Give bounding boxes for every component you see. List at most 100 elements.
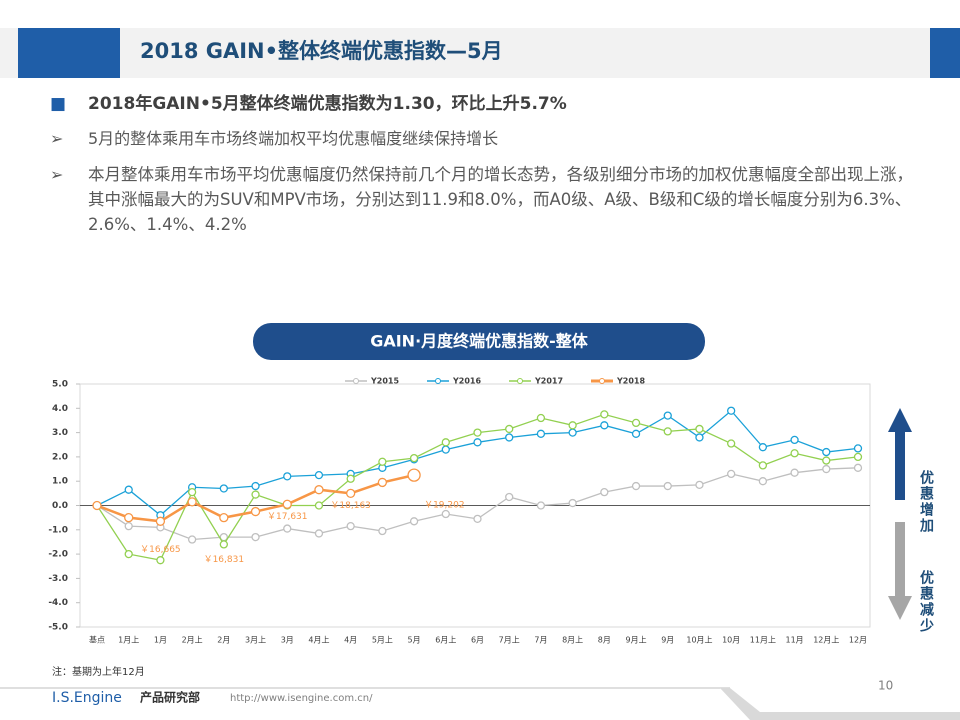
data-point [536, 429, 546, 438]
data-point [282, 499, 292, 509]
footer-dept: 产品研究部 [140, 690, 200, 705]
data-point [219, 484, 228, 493]
data-point [314, 501, 324, 510]
bullet-text: 2018年GAIN•5月整体终端优惠指数为1.30，环比上升5.7% [88, 94, 567, 114]
x-tick-label: 8月 [598, 636, 611, 645]
data-point [378, 526, 387, 536]
data-point [536, 501, 546, 510]
data-point [124, 485, 133, 494]
chart-title: GAIN·月度终端优惠指数-整体 [370, 332, 589, 351]
annotation: 优惠减少 [918, 569, 935, 634]
legend-label: Y2016 [452, 377, 481, 386]
data-point [790, 435, 799, 445]
x-tick-label: 6月 [471, 636, 484, 645]
y-tick-label: -2.0 [48, 550, 68, 560]
data-point [727, 406, 736, 415]
x-tick-label: 9月 [661, 636, 674, 645]
y-tick-label: 1.0 [52, 477, 68, 487]
x-tick-label: 11月上 [750, 636, 776, 645]
data-point [631, 418, 641, 428]
x-tick-label: 基点 [89, 635, 105, 645]
legend-marker [599, 378, 605, 384]
data-point [505, 492, 514, 502]
data-point [314, 529, 324, 538]
bullet-text: 本月整体乘用车市场平均优惠幅度仍然保持前几个月的增长态势，各级别细分市场的加权优… [88, 165, 913, 234]
x-tick-label: 9月上 [625, 636, 646, 645]
data-point [631, 481, 641, 491]
data-point [473, 428, 482, 437]
data-point [124, 513, 134, 523]
arrow-down [888, 522, 912, 620]
data-point [346, 488, 356, 499]
x-tick-label: 12月上 [813, 636, 839, 645]
data-point [409, 453, 419, 463]
data-point [568, 498, 577, 508]
data-point [790, 468, 799, 477]
data-point [346, 474, 355, 483]
page-number: 10 [878, 679, 893, 693]
x-tick-label: 10月 [722, 636, 740, 645]
data-point [695, 424, 704, 434]
data-point [853, 452, 863, 462]
x-tick-label: 2月上 [182, 636, 203, 645]
data-point [92, 500, 102, 511]
x-tick-label: 8月上 [562, 636, 583, 645]
bullet-text: 5月的整体乘用车市场终端加权平均优惠幅度继续保持增长 [88, 129, 499, 148]
series-line [96, 409, 859, 517]
data-point [251, 532, 260, 542]
data-point [727, 439, 736, 448]
series-line [96, 467, 859, 541]
x-tick-label: 4月 [344, 636, 357, 645]
x-tick-label: 5月 [408, 636, 421, 645]
legend-marker [517, 378, 523, 384]
data-point [758, 443, 768, 452]
x-tick-label: 7月 [534, 636, 547, 645]
legend-marker [435, 378, 441, 384]
data-point [473, 438, 482, 447]
header-title: 2018 GAIN•整体终端优惠指数—5月 [140, 39, 503, 63]
data-point [790, 449, 799, 458]
y-tick-label: 4.0 [52, 404, 68, 414]
bullet-marker: ➢ [50, 129, 64, 148]
x-tick-label: 10月上 [686, 636, 712, 645]
data-point [377, 477, 388, 488]
data-point [505, 433, 514, 442]
y-tick-label: 5.0 [52, 380, 68, 390]
y-tick-label: -1.0 [48, 525, 68, 535]
y-tick-label: 3.0 [52, 428, 68, 438]
data-point [187, 497, 197, 507]
data-point [822, 464, 831, 474]
x-tick-label: 5月上 [372, 636, 393, 645]
data-label: ￥17,631 [267, 512, 308, 522]
bullet-marker: ■ [50, 94, 67, 114]
data-point [568, 428, 577, 437]
bullet-marker: ➢ [50, 165, 64, 184]
data-point [155, 516, 166, 526]
data-point [600, 410, 609, 419]
data-point [219, 513, 229, 523]
data-point [409, 517, 419, 526]
data-point [822, 447, 831, 457]
data-point [251, 490, 260, 499]
data-point [378, 457, 387, 466]
data-label: ￥16,665 [140, 545, 181, 555]
x-tick-label: 3月上 [245, 636, 266, 645]
chart-banner [253, 323, 705, 360]
data-point [663, 427, 672, 436]
data-label: ￥16,831 [204, 555, 245, 565]
data-point [727, 469, 736, 479]
data-point [505, 424, 514, 434]
data-point [663, 411, 672, 420]
data-point [695, 433, 704, 442]
x-tick-label: 4月上 [308, 636, 329, 645]
x-tick-label: 7月上 [499, 636, 520, 645]
data-point [536, 413, 546, 423]
data-label: ￥18,163 [330, 501, 371, 511]
data-point [187, 535, 197, 544]
data-point [314, 470, 324, 480]
header-block [930, 28, 960, 78]
footer-url: http://www.isengine.com.cn/ [230, 693, 373, 704]
footer-shape [720, 688, 960, 720]
legend-marker [353, 378, 359, 384]
